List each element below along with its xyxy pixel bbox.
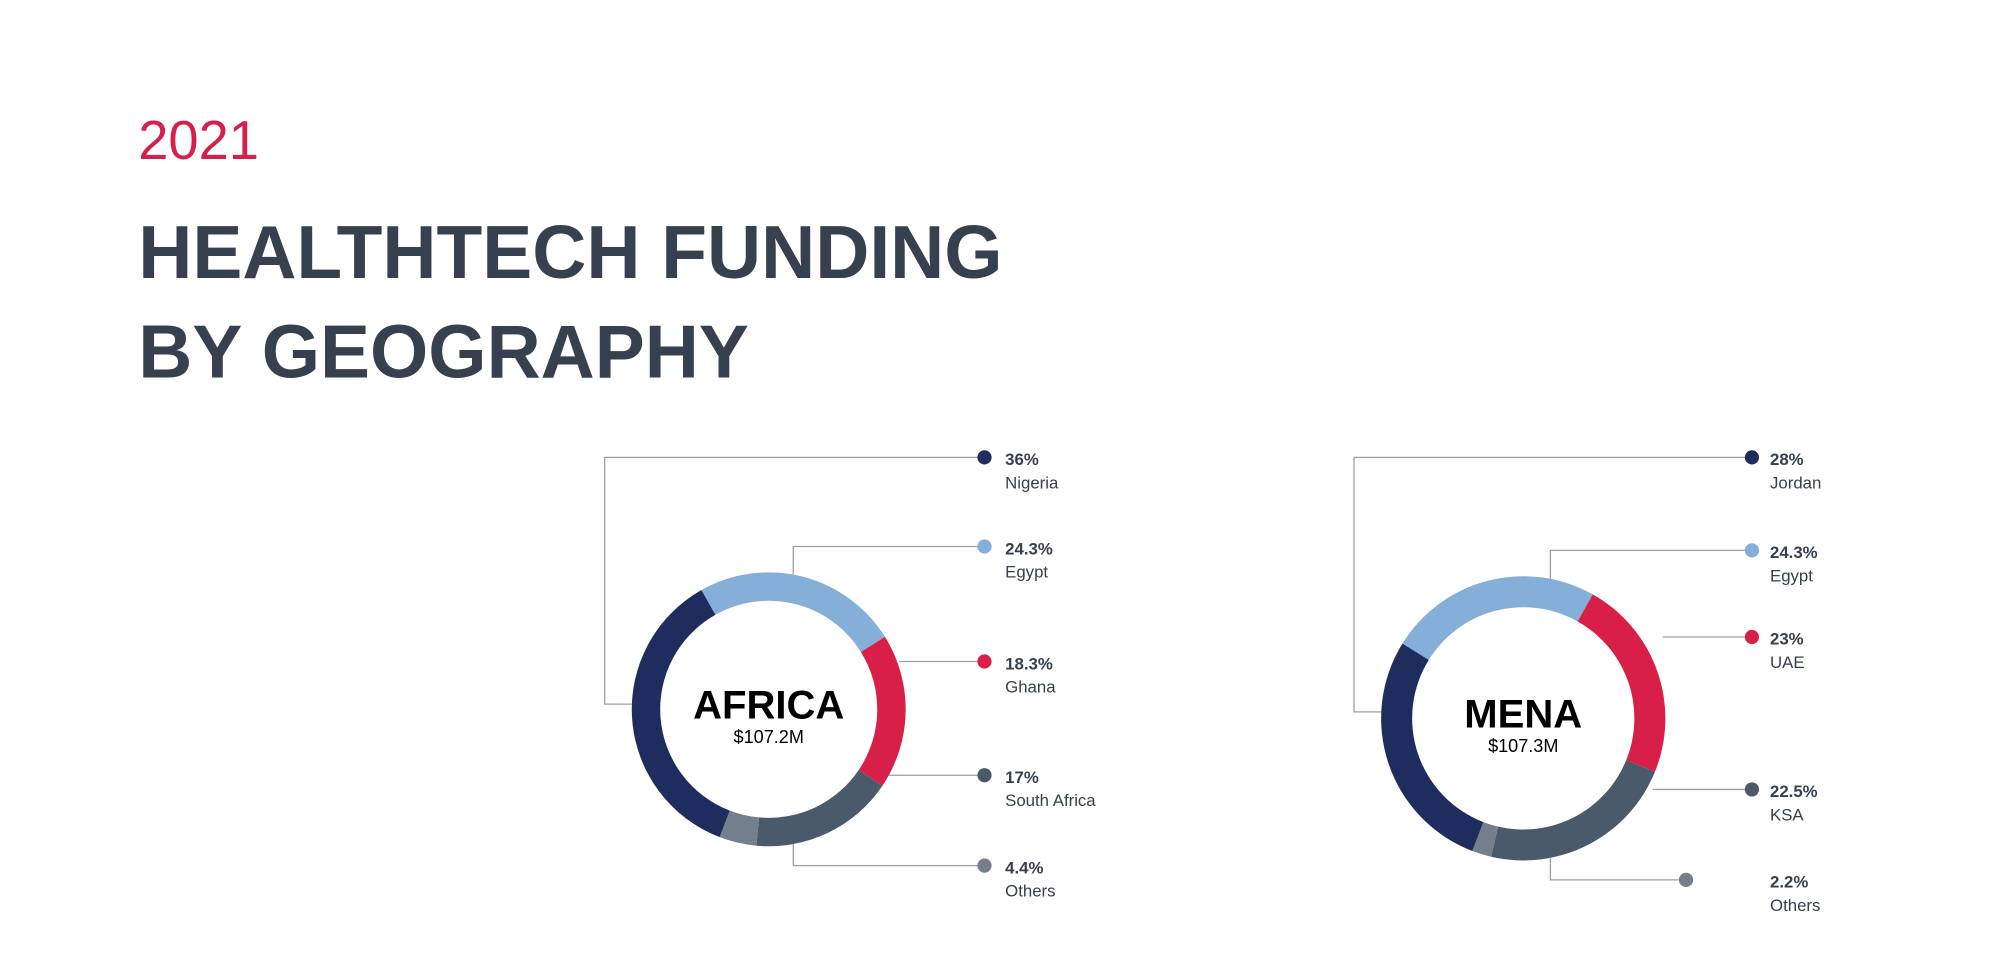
legend-dot [977,450,992,465]
legend-dot [1744,629,1760,645]
legend-label: Others [1005,882,1055,901]
legend-dot [1678,872,1694,887]
donut-segment [719,810,759,846]
legend-dot [977,858,992,873]
legend-dot [977,768,992,783]
value-label: 2.2% [1770,873,1808,892]
value-label: 17% [1005,768,1039,787]
value-label: 4.4% [1005,858,1043,877]
legend-label: Ghana [1005,678,1056,697]
year-kicker: 2021 [138,111,259,171]
leader-line [792,843,985,867]
center-title: AFRICA [693,683,844,727]
donut-segment [701,572,885,652]
legend-label: Jordan [1770,473,1821,492]
legend-label: South Africa [1005,791,1096,810]
legend-label: Egypt [1770,566,1813,585]
value-label: 24.3% [1005,539,1053,558]
donut-segment [1491,760,1655,861]
donut-segment [1381,643,1484,852]
value-label: 22.5% [1770,782,1818,801]
legend-label: UAE [1770,653,1805,672]
legend-dot [977,539,992,554]
donut-segment [1577,594,1666,772]
title-line: BY GEOGRAPHY [138,309,749,393]
legend-label: Others [1770,896,1820,915]
center-total: $107.2M [734,727,804,747]
donut-segment [1402,576,1593,660]
legend-dot [977,654,992,669]
value-label: 18.3% [1005,654,1053,673]
leader-line [792,545,985,575]
legend-label: Egypt [1005,563,1048,582]
donut-segment [756,769,883,847]
donut-segment [858,636,906,786]
donut-segment [631,590,730,838]
legend-dot [1744,782,1760,797]
center-total: $107.3M [1488,736,1558,756]
legend-label: Nigeria [1005,473,1059,492]
value-label: 28% [1770,450,1804,469]
leader-line [604,456,985,705]
leader-line [1353,456,1752,713]
title-line: HEALTHTECH FUNDING [138,210,1002,294]
donut-segment [1472,822,1499,857]
center-title: MENA [1464,692,1582,736]
legend-dot [1744,450,1760,465]
leader-line [1549,855,1687,881]
legend-dot [1744,543,1760,558]
leader-line [1549,549,1752,579]
value-label: 23% [1770,630,1804,649]
value-label: 36% [1005,450,1039,469]
value-label: 24.3% [1770,543,1818,562]
legend-label: KSA [1770,805,1804,824]
